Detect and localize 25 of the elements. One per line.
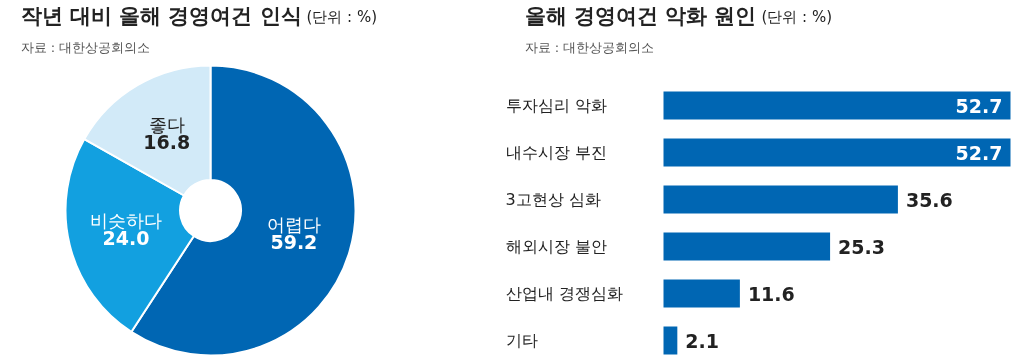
bar xyxy=(663,279,740,308)
bar xyxy=(663,232,831,261)
chart-subtitle: (단위 : %) xyxy=(761,7,833,26)
text: 자료 : 대한상공회의소 xyxy=(20,39,151,55)
data-label: 52.7 xyxy=(955,141,1003,164)
y-tick-label: 기타 xyxy=(505,331,538,350)
chart-title: 작년 대비 올해 경영여건 인식 xyxy=(20,3,302,28)
y-tick-label: 투자심리 악화 xyxy=(505,96,607,115)
bar xyxy=(663,138,1011,167)
data-label: 52.7 xyxy=(955,94,1003,117)
data-label: 11.6 xyxy=(747,282,795,305)
y-tick-label: 산업내 경쟁심화 xyxy=(505,284,623,303)
y-tick-label: 3고현상 심화 xyxy=(505,190,601,209)
text: 자료 : 대한상공회의소 xyxy=(524,39,655,55)
bar xyxy=(663,326,678,355)
data-label: 35.6 xyxy=(905,188,953,211)
chart-subtitle: (단위 : %) xyxy=(306,7,378,26)
data-label: 2.1 xyxy=(685,329,719,352)
y-tick-label: 내수시장 부진 xyxy=(505,143,607,162)
bar xyxy=(663,185,898,214)
slice-label: 비슷하다 xyxy=(89,210,162,232)
bar xyxy=(663,91,1011,120)
data-label: 25.3 xyxy=(838,235,885,258)
chart-title: 올해 경영여건 악화 원인 xyxy=(524,3,757,28)
y-tick-label: 해외시장 불안 xyxy=(505,237,607,256)
